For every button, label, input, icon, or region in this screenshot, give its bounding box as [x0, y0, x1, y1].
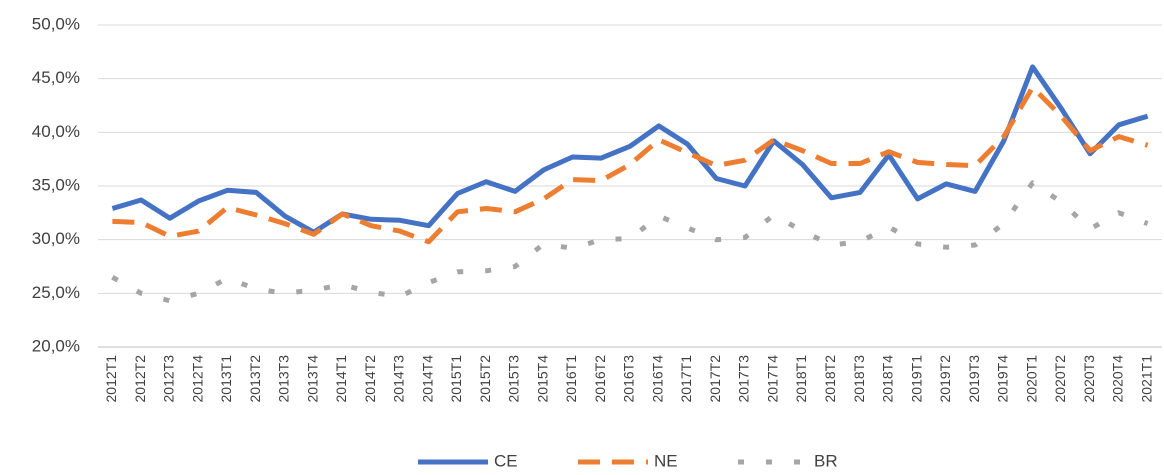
x-tick-label: 2021T1: [1138, 355, 1154, 403]
x-tick-label: 2019T4: [995, 355, 1011, 403]
x-tick-label: 2013T1: [218, 355, 234, 403]
y-tick-label: 35,0%: [32, 175, 80, 194]
x-tick-label: 2015T4: [534, 355, 550, 403]
x-tick-label: 2013T2: [247, 355, 263, 403]
y-tick-label: 40,0%: [32, 122, 80, 141]
x-tick-label: 2016T2: [592, 355, 608, 403]
y-tick-label: 50,0%: [32, 14, 80, 33]
legend-label: CE: [494, 451, 518, 470]
y-tick-label: 45,0%: [32, 68, 80, 87]
x-tick-label: 2015T1: [448, 355, 464, 403]
x-tick-label: 2015T2: [477, 355, 493, 403]
x-tick-label: 2018T4: [880, 355, 896, 403]
x-tick-label: 2019T3: [966, 355, 982, 403]
x-tick-label: 2014T4: [419, 355, 435, 403]
x-tick-label: 2018T3: [851, 355, 867, 403]
x-tick-label: 2020T2: [1052, 355, 1068, 403]
series-line: [111, 180, 1149, 304]
x-tick-label: 2020T3: [1081, 355, 1097, 403]
x-tick-label: 2013T3: [276, 355, 292, 403]
x-tick-label: 2014T1: [333, 355, 349, 403]
x-tick-label: 2018T1: [793, 355, 809, 403]
y-tick-label: 30,0%: [32, 229, 80, 248]
x-tick-label: 2017T2: [707, 355, 723, 403]
x-tick-label: 2018T2: [822, 355, 838, 403]
x-tick-label: 2016T1: [563, 355, 579, 403]
x-tick-label: 2016T3: [621, 355, 637, 403]
x-tick-label: 2012T2: [132, 355, 148, 403]
x-tick-label: 2020T4: [1110, 355, 1126, 403]
x-tick-label: 2016T4: [649, 355, 665, 403]
x-tick-label: 2017T4: [764, 355, 780, 403]
x-tick-label: 2019T2: [937, 355, 953, 403]
y-tick-label: 25,0%: [32, 283, 80, 302]
x-tick-label: 2015T3: [506, 355, 522, 403]
legend-label: BR: [814, 451, 838, 470]
x-tick-label: 2020T1: [1023, 355, 1039, 403]
x-tick-label: 2014T2: [362, 355, 378, 403]
x-tick-label: 2017T3: [736, 355, 752, 403]
x-tick-label: 2012T4: [189, 355, 205, 403]
legend-label: NE: [654, 451, 678, 470]
series-line: [112, 84, 1149, 245]
x-tick-label: 2012T3: [161, 355, 177, 403]
x-tick-label: 2019T1: [908, 355, 924, 403]
y-tick-label: 20,0%: [32, 336, 80, 355]
x-tick-label: 2012T1: [103, 355, 119, 403]
x-tick-label: 2013T4: [304, 355, 320, 403]
series-line: [111, 64, 1149, 235]
x-tick-label: 2017T1: [678, 355, 694, 403]
x-tick-label: 2014T3: [391, 355, 407, 403]
